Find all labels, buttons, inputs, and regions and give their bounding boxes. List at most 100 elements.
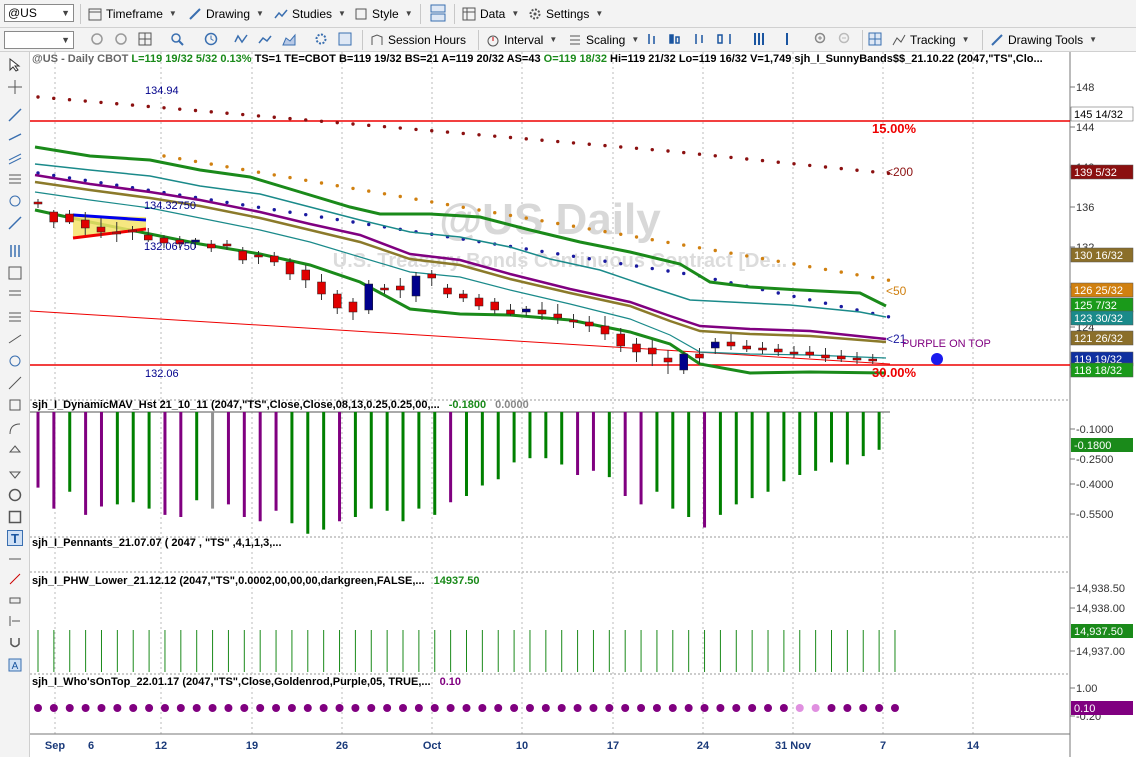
text-icon[interactable]: T [7,530,23,546]
channel-icon[interactable] [8,152,22,166]
ma-50-dot [319,181,324,185]
magnet-icon[interactable] [8,636,22,650]
ray-icon[interactable] [8,130,22,144]
arc-icon[interactable] [8,422,22,436]
price-tag-label: 125 7/32 [1074,300,1117,312]
zoom-icon[interactable] [170,32,184,46]
ma-50-dot [792,262,796,266]
zoom-out-icon[interactable] [838,32,852,46]
candle-body [238,250,247,261]
zoom-in-icon[interactable] [814,32,828,46]
gear-icon[interactable] [314,32,328,46]
chart-area-icon[interactable] [282,32,296,46]
drawing-menu[interactable]: Drawing ▼ [188,4,264,24]
whos-on-top-dot [414,704,423,712]
cursor-icon[interactable] [780,32,794,46]
pane5-value: 0.10 [439,676,462,688]
candle-body [553,313,562,319]
candle-body [537,309,547,315]
style-icon [355,8,367,20]
whos-on-top-dot [49,704,58,712]
alerts-icon[interactable]: A [8,658,22,672]
data-menu[interactable]: Data ▼ [462,4,519,24]
rectangle-icon[interactable] [8,510,22,524]
settings-menu[interactable]: Settings ▼ [528,4,603,24]
drawing-tools-button[interactable]: Drawing Tools ▼ [990,30,1097,50]
ma-21-label: <21 [886,332,907,346]
trendline-icon[interactable] [8,108,22,122]
format-icon[interactable] [338,32,352,46]
price-tag-label: 130 16/32 [1074,250,1123,262]
pane4-tag-label: 14,937.50 [1074,626,1123,638]
ma-200-dot [666,149,670,153]
gann-icon[interactable] [8,194,22,208]
candle-body [317,281,326,295]
jump-start-icon[interactable] [8,614,22,628]
chevron-down-icon[interactable]: ▼ [61,35,70,45]
arrow-down-icon[interactable] [8,466,22,480]
ma-50-dot [823,267,828,272]
grid-icon[interactable] [138,32,152,46]
ma-200-dot [193,108,198,113]
candle-body [112,231,121,235]
crosshair-icon[interactable] [8,80,22,94]
interval-dropdown[interactable]: ▼ [4,31,74,49]
band-teal-lower-line [34,191,887,359]
date-axis[interactable]: Sep 6 12 19 26 Oct 10 17 24 31 Nov 7 14 [45,740,980,752]
speed-lines-icon[interactable] [8,354,22,368]
tracking-button[interactable]: Tracking ▼ [892,30,970,50]
trend-line[interactable] [30,310,891,365]
pane2-value: -0.1800 [448,399,487,411]
chart-canvas[interactable]: @US Daily U.S. Treasury Bonds Continuous… [30,52,1136,757]
ma-50-dot [178,157,182,161]
ruler-icon[interactable] [8,552,22,566]
ma-200-dot [493,134,497,138]
chart-type-icon[interactable] [258,32,272,46]
ellipse-icon[interactable] [8,488,22,502]
candle-body [711,341,720,349]
pointer-icon[interactable] [8,58,22,72]
style-menu[interactable]: Style ▼ [354,4,413,24]
fib-icon[interactable] [8,172,22,186]
session-hours-button[interactable]: Session Hours [370,30,466,50]
ma-200-dot [414,127,418,132]
eraser-icon[interactable] [8,592,22,606]
tracking-icon [892,34,906,46]
scaling-button[interactable]: Scaling ▼ [568,30,639,50]
interval-button[interactable]: Interval ▼ [486,30,557,50]
vertical-lines-icon[interactable] [8,244,22,258]
band-teal-line [34,163,887,318]
fib-ext-icon[interactable] [8,266,22,280]
pennant-lower-label: 132.06750 [144,241,196,253]
chart-area[interactable]: @US Daily U.S. Treasury Bonds Continuous… [30,52,1136,757]
clock-icon[interactable] [204,32,218,46]
indicator-icon[interactable] [234,32,248,46]
price-pane-header: @US - Daily CBOT L=119 19/32 5/32 0.13% … [32,53,1043,65]
arrow-up-icon[interactable] [8,444,22,458]
refresh-icon[interactable] [90,32,104,46]
timeframe-menu[interactable]: Timeframe ▼ [88,4,177,24]
link-icon[interactable] [114,32,128,46]
chevron-down-icon[interactable]: ▼ [61,8,70,18]
regression-icon[interactable] [8,332,22,346]
percent-icon[interactable] [8,398,22,412]
delete-drawing-icon[interactable] [8,572,22,586]
fib-time-icon[interactable] [8,288,22,302]
symbol-input[interactable]: @US ▼ [4,4,74,22]
ma-200-dot [571,141,576,145]
ma-21-dot [367,222,371,227]
price-axis[interactable]: 148144140136132128124120 [1070,82,1094,374]
pitchfork-icon[interactable] [8,216,22,230]
header-stats: L=119 19/32 5/32 0.13% [131,53,252,65]
chevron-down-icon: ▼ [511,9,520,18]
cycle-icon[interactable] [8,376,22,390]
whos-on-top-dot [81,704,90,712]
bar-type-icons[interactable] [646,32,736,46]
layout-icon[interactable] [430,4,446,22]
horizontal-lines-icon[interactable] [8,310,22,324]
studies-menu[interactable]: Studies ▼ [274,4,346,24]
date-tick-label: 26 [336,740,348,752]
grid-icon[interactable] [868,32,882,46]
pane4-axis: 14,938.50 14,938.00 14,937.00 14,937.50 [1070,583,1133,658]
layout-icon[interactable] [752,32,766,46]
